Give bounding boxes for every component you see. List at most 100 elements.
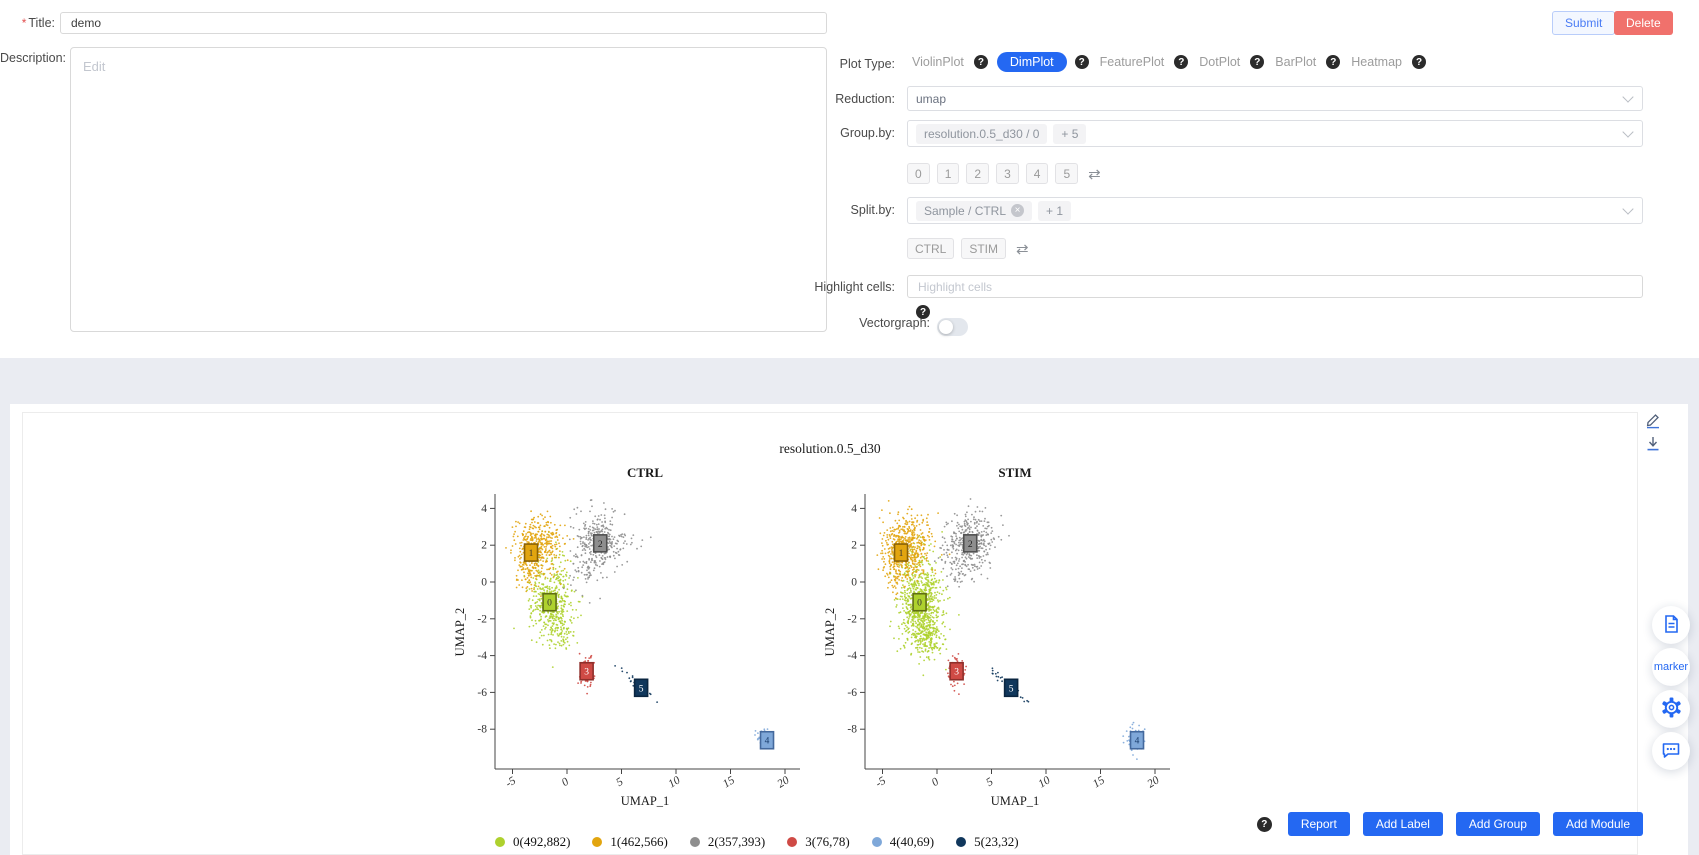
footer-actions: ? Report Add Label Add Group Add Module <box>1256 812 1643 836</box>
split-by-chip-ctrl[interactable]: CTRL <box>907 238 955 259</box>
highlight-cells-label: Highlight cells: <box>814 280 895 294</box>
svg-text:20: 20 <box>1145 774 1161 790</box>
vectorgraph-toggle[interactable] <box>937 318 968 336</box>
report-button[interactable]: Report <box>1287 812 1350 836</box>
legend-text: 2(357,393) <box>707 834 766 849</box>
reduction-select[interactable]: umap <box>907 86 1643 111</box>
svg-text:-4: -4 <box>847 650 857 662</box>
legend-item-5: 5(23,32) <box>956 834 1019 850</box>
plot-type-featureplot[interactable]: FeaturePlot <box>1099 55 1165 69</box>
svg-text:-2: -2 <box>477 613 487 625</box>
legend-item-0: 0(492,882) <box>495 834 570 850</box>
group-by-tag[interactable]: resolution.0.5_d30 / 0 <box>916 123 1048 144</box>
svg-text:4: 4 <box>765 737 770 747</box>
group-by-chip-4[interactable]: 4 <box>1025 163 1049 184</box>
highlight-cells-input[interactable] <box>907 275 1643 298</box>
marker-button[interactable]: marker <box>1652 648 1690 686</box>
svg-text:15: 15 <box>721 774 737 790</box>
delete-button[interactable]: Delete <box>1614 11 1673 35</box>
svg-text:UMAP_1: UMAP_1 <box>991 794 1040 808</box>
title-input[interactable] <box>60 12 827 34</box>
close-icon[interactable]: × <box>1011 204 1025 217</box>
svg-text:2: 2 <box>968 540 973 550</box>
swap-icon[interactable]: ⇄ <box>1088 165 1101 183</box>
group-by-chip-5[interactable]: 5 <box>1055 163 1079 184</box>
plot-type-option-group: ViolinPlot? <box>910 52 988 72</box>
vectorgraph-label: Vectorgraph: <box>859 316 930 330</box>
legend-item-1: 1(462,566) <box>592 834 668 850</box>
group-by-chip-3[interactable]: 3 <box>996 163 1019 184</box>
svg-text:-8: -8 <box>847 724 857 736</box>
help-icon[interactable]: ? <box>1412 55 1427 69</box>
plot-type-dotplot[interactable]: DotPlot <box>1199 55 1241 69</box>
add-group-button[interactable]: Add Group <box>1455 812 1540 836</box>
split-by-label: Split.by: <box>850 203 895 217</box>
legend-text: 5(23,32) <box>974 834 1019 849</box>
legend-dot <box>495 837 505 847</box>
legend-text: 3(76,78) <box>805 834 850 849</box>
download-icon[interactable] <box>1645 435 1661 457</box>
svg-text:-4: -4 <box>477 650 487 662</box>
svg-text:2: 2 <box>851 540 857 552</box>
plot-suptitle: resolution.0.5_d30 <box>779 441 881 456</box>
plot-type-barplot[interactable]: BarPlot <box>1275 55 1317 69</box>
svg-text:-5: -5 <box>504 775 519 790</box>
svg-text:UMAP_1: UMAP_1 <box>621 794 670 808</box>
help-icon[interactable]: ? <box>1326 55 1341 69</box>
group-by-label: Group.by: <box>840 126 895 140</box>
help-icon[interactable]: ? <box>916 305 930 319</box>
svg-text:3: 3 <box>584 668 589 678</box>
svg-text:-6: -6 <box>847 687 857 699</box>
settings-button[interactable] <box>1652 690 1690 728</box>
svg-text:UMAP_2: UMAP_2 <box>823 608 837 657</box>
svg-text:CTRL: CTRL <box>627 465 663 480</box>
svg-text:0: 0 <box>481 577 487 589</box>
help-icon[interactable]: ? <box>1256 816 1272 832</box>
split-by-tag[interactable]: Sample / CTRL × <box>916 200 1033 221</box>
help-icon[interactable]: ? <box>1250 55 1265 69</box>
swap-icon[interactable]: ⇄ <box>1016 240 1029 258</box>
help-icon[interactable]: ? <box>1074 55 1089 69</box>
chevron-down-icon <box>1622 202 1634 215</box>
help-icon[interactable]: ? <box>973 55 988 69</box>
marker-label: marker <box>1653 661 1689 673</box>
split-by-select[interactable]: Sample / CTRL × + 1 <box>907 197 1643 224</box>
plot-type-heatmap[interactable]: Heatmap <box>1351 55 1403 69</box>
description-textarea[interactable] <box>70 47 827 332</box>
svg-text:3: 3 <box>954 668 959 678</box>
svg-text:1: 1 <box>529 549 534 559</box>
feedback-button[interactable] <box>1652 732 1690 770</box>
plot-type-dimplot[interactable]: DimPlot <box>996 52 1067 72</box>
form-section: *Title: Submit Delete Description: Plot … <box>0 0 1699 358</box>
legend-item-3: 3(76,78) <box>787 834 850 850</box>
document-icon <box>1661 614 1681 637</box>
svg-text:20: 20 <box>775 774 791 790</box>
plot-type-violinplot[interactable]: ViolinPlot <box>912 55 964 69</box>
group-by-more-tag[interactable]: + 5 <box>1053 123 1087 144</box>
svg-text:4: 4 <box>481 503 487 515</box>
add-module-button[interactable]: Add Module <box>1552 812 1643 836</box>
group-by-chip-0[interactable]: 0 <box>907 163 930 184</box>
svg-text:10: 10 <box>666 774 682 790</box>
help-icon[interactable]: ? <box>1174 55 1189 69</box>
group-by-select[interactable]: resolution.0.5_d30 / 0 + 5 <box>907 120 1643 147</box>
plot-type-radio-group: ViolinPlot? DimPlot? FeaturePlot? DotPlot? B… <box>910 52 1427 72</box>
chat-icon <box>1661 740 1681 763</box>
split-by-more-tag[interactable]: + 1 <box>1038 200 1072 221</box>
title-label: * Title: <box>21 16 55 30</box>
split-by-chip-stim[interactable]: STIM <box>961 238 1007 259</box>
edit-pencil-icon[interactable] <box>1645 412 1661 434</box>
add-label-button[interactable]: Add Label <box>1362 812 1443 836</box>
report-doc-button[interactable] <box>1652 606 1690 644</box>
group-by-chip-1[interactable]: 1 <box>936 163 960 184</box>
plot-area <box>22 412 1638 855</box>
submit-button[interactable]: Submit <box>1552 11 1616 35</box>
plot-legend: 0(492,882) 1(462,566) 2(357,393) 3(76,78) 4(… <box>495 834 1019 850</box>
plot-type-option-group: BarPlot? <box>1273 52 1341 72</box>
svg-text:5: 5 <box>984 776 995 789</box>
group-by-chip-2[interactable]: 2 <box>966 163 990 184</box>
gear-icon <box>1661 697 1682 721</box>
svg-text:0: 0 <box>851 577 857 589</box>
svg-text:-5: -5 <box>874 775 889 790</box>
